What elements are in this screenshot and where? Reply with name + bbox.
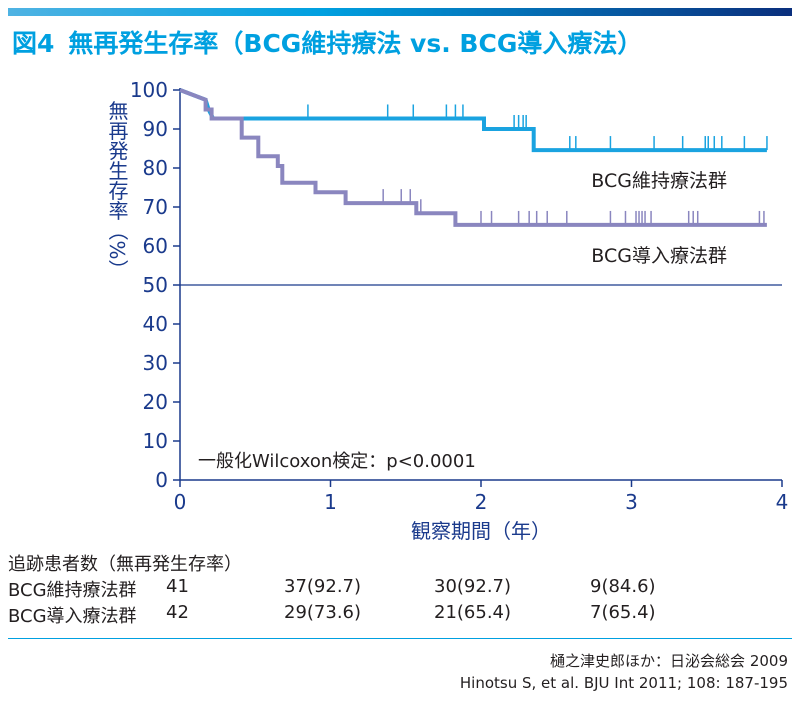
- y-tick-label: 20: [143, 390, 168, 414]
- header-bar: [8, 8, 792, 16]
- risk-row-maintenance: BCG維持療法群 41 37(92.7) 30(92.7) 9(84.6): [8, 576, 792, 601]
- risk-cell: 9(84.6): [590, 576, 656, 597]
- y-tick-label: 10: [143, 429, 168, 453]
- risk-cell: 29(73.6): [284, 602, 362, 623]
- y-tick-label: 90: [143, 117, 168, 141]
- y-tick-label: 30: [143, 351, 168, 375]
- figure-number: 図4: [12, 29, 55, 58]
- y-tick-label: 0: [155, 468, 168, 492]
- risk-cell: 37(92.7): [284, 576, 362, 597]
- x-tick-label: 2: [475, 490, 488, 514]
- citation-line-1: 樋之津史郎ほか：日泌会総会 2009: [550, 652, 788, 670]
- y-tick-label: 40: [143, 312, 168, 336]
- y-axis-label: 無再発生存率（%）: [105, 100, 129, 279]
- risk-row-induction: BCG導入療法群 42 29(73.6) 21(65.4) 7(65.4): [8, 602, 792, 627]
- y-tick-label: 100: [130, 78, 168, 102]
- series-line-maintenance: [179, 88, 767, 153]
- test-annotation: 一般化Wilcoxon検定：p<0.0001: [198, 451, 476, 472]
- risk-table-header: 追跡患者数（無再発生存率）: [8, 554, 242, 575]
- survival-chart: 0 10 20 30 40 50 60 70 80 90 100 0 1 2 3 4 無再発生存率（%） 観察期間…: [105, 78, 789, 543]
- y-tick-label: 60: [143, 234, 168, 258]
- risk-cell: 21(65.4): [434, 602, 512, 623]
- y-tick-label: 50: [143, 273, 168, 297]
- y-tick-label: 70: [143, 195, 168, 219]
- series-label-induction: BCG導入療法群: [591, 245, 727, 267]
- risk-row-label: BCG導入療法群: [8, 606, 137, 627]
- risk-cell: 42: [166, 602, 189, 623]
- risk-row-label: BCG維持療法群: [8, 580, 137, 601]
- risk-cell: 7(65.4): [590, 602, 656, 623]
- risk-cell: 41: [166, 576, 189, 597]
- x-tick-label: 0: [174, 490, 187, 514]
- y-tick-label: 80: [143, 156, 168, 180]
- x-tick-label: 1: [324, 490, 337, 514]
- x-tick-label: 3: [625, 490, 638, 514]
- figure-title: 図4 無再発生存率（BCG維持療法 vs. BCG導入療法）: [12, 24, 642, 60]
- series-line-induction: [179, 88, 767, 227]
- risk-cell: 30(92.7): [434, 576, 512, 597]
- series-label-maintenance: BCG維持療法群: [591, 170, 727, 192]
- citation-line-2: Hinotsu S, et al. BJU Int 2011; 108: 187…: [459, 674, 788, 692]
- footer-rule: [8, 638, 792, 639]
- figure-title-text: 無再発生存率（BCG維持療法 vs. BCG導入療法）: [68, 29, 643, 58]
- x-axis-label: 観察期間（年）: [411, 519, 551, 543]
- x-tick-label: 4: [776, 490, 789, 514]
